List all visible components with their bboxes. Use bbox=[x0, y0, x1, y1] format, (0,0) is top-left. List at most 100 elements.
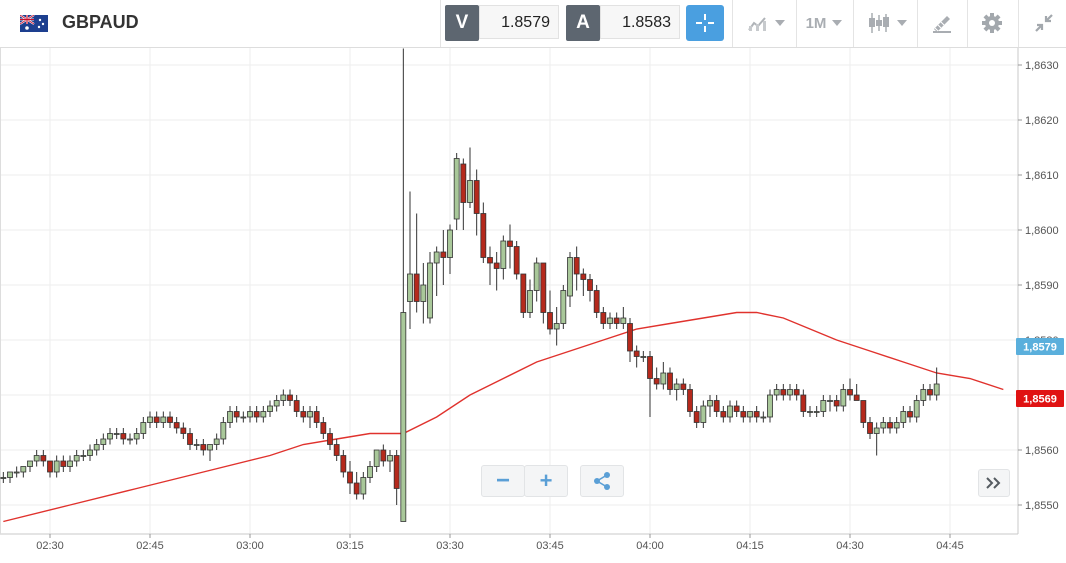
candle-down bbox=[927, 384, 933, 401]
candle-down bbox=[627, 318, 633, 362]
candle-style-button[interactable] bbox=[862, 5, 912, 41]
candle-body bbox=[247, 411, 253, 418]
candle-body bbox=[367, 466, 373, 478]
candle-body bbox=[880, 422, 887, 429]
candle-body bbox=[673, 383, 680, 390]
candle-up bbox=[607, 312, 613, 329]
candle-up bbox=[87, 444, 93, 461]
candle-down bbox=[313, 406, 320, 428]
candle-body bbox=[440, 251, 447, 258]
candle-down bbox=[487, 246, 493, 285]
candle-body bbox=[80, 455, 87, 457]
zoom-out-label: − bbox=[495, 467, 510, 494]
candle-up bbox=[673, 378, 680, 401]
candle-body bbox=[633, 350, 640, 357]
candle-body bbox=[473, 180, 480, 214]
candle-up bbox=[267, 400, 273, 417]
candle-down bbox=[740, 406, 747, 423]
candle-down bbox=[860, 400, 867, 428]
candle-body bbox=[187, 433, 193, 445]
candle-down bbox=[153, 411, 160, 428]
scroll-to-latest-button[interactable] bbox=[978, 469, 1010, 497]
candle-body bbox=[220, 422, 227, 440]
candle-down bbox=[233, 406, 240, 423]
candle-body bbox=[840, 389, 847, 407]
bid-tag: V bbox=[445, 5, 479, 41]
candle-body bbox=[527, 290, 533, 313]
candle-body bbox=[787, 389, 793, 396]
candle-body bbox=[600, 312, 607, 324]
candle-up bbox=[840, 384, 847, 412]
candle-body bbox=[933, 383, 940, 396]
moving-average-layer bbox=[3, 311, 1004, 523]
ask-quote[interactable]: A 1.8583 bbox=[566, 5, 680, 41]
candle-down bbox=[667, 367, 673, 395]
candle-body bbox=[180, 427, 187, 434]
candle-up bbox=[107, 428, 113, 445]
candlestick-icon bbox=[869, 13, 889, 33]
chart-type-button[interactable] bbox=[742, 5, 790, 41]
toolbar-divider bbox=[917, 0, 918, 47]
crosshair-button[interactable] bbox=[686, 5, 724, 41]
bid-quote[interactable]: V 1.8579 bbox=[445, 5, 559, 41]
candle-up bbox=[193, 439, 200, 450]
candle-body bbox=[553, 323, 560, 330]
candle-up bbox=[700, 400, 707, 428]
candle-body bbox=[387, 455, 393, 462]
candle-body bbox=[380, 449, 387, 462]
x-tick-label: 02:45 bbox=[136, 540, 164, 552]
share-button[interactable] bbox=[580, 465, 624, 497]
candle-down bbox=[733, 400, 740, 417]
candle-up bbox=[113, 428, 120, 439]
candle-up bbox=[407, 191, 413, 329]
candle-up bbox=[567, 252, 573, 307]
candle-down bbox=[680, 378, 687, 395]
candle-body bbox=[820, 400, 827, 412]
candle-down bbox=[507, 224, 513, 269]
candle-body bbox=[313, 411, 320, 423]
candle-down bbox=[647, 351, 653, 417]
candle-down bbox=[187, 428, 193, 450]
candle-up bbox=[500, 235, 507, 280]
candle-up bbox=[140, 417, 147, 439]
candle-up bbox=[527, 279, 533, 318]
candle-body bbox=[120, 433, 127, 440]
candle-down bbox=[440, 230, 447, 285]
price-chart[interactable]: 1,85501,85601,85701,85801,85901,86001,86… bbox=[0, 48, 1066, 563]
candle-up bbox=[53, 455, 60, 478]
zoom-in-button[interactable]: + bbox=[524, 465, 568, 497]
candle-down bbox=[780, 384, 787, 401]
candle-down bbox=[393, 450, 400, 505]
candle-down bbox=[327, 428, 333, 450]
candle-body bbox=[853, 394, 860, 401]
drawing-tool-icon bbox=[933, 16, 951, 33]
candle-body bbox=[13, 471, 20, 474]
candle-down bbox=[473, 169, 480, 236]
flag-icon bbox=[20, 15, 48, 32]
drawing-tools-button[interactable] bbox=[922, 5, 962, 41]
candle-body bbox=[87, 449, 93, 456]
candle-body bbox=[740, 411, 747, 418]
zoom-out-button[interactable]: − bbox=[481, 465, 525, 497]
candle-body bbox=[260, 411, 267, 418]
candle-down bbox=[800, 389, 807, 417]
candle-down bbox=[460, 158, 467, 230]
toolbar-divider bbox=[732, 0, 733, 47]
candle-up bbox=[620, 307, 627, 329]
zoom-in-label: + bbox=[539, 468, 553, 493]
timeframe-select[interactable]: 1M bbox=[800, 5, 848, 41]
y-tick-label: 1,8550 bbox=[1025, 500, 1059, 512]
candle-up bbox=[560, 285, 567, 329]
candle-body bbox=[900, 411, 907, 423]
chevron-down-icon bbox=[897, 20, 907, 26]
candle-up bbox=[133, 428, 140, 445]
collapse-button[interactable] bbox=[1024, 5, 1064, 41]
candle-body bbox=[653, 378, 660, 385]
candle-body bbox=[573, 257, 580, 275]
candle-body bbox=[193, 444, 200, 446]
settings-button[interactable] bbox=[972, 5, 1012, 41]
candle-body bbox=[760, 416, 767, 419]
candle-body bbox=[233, 411, 240, 418]
candle-body bbox=[887, 422, 893, 429]
candle-body bbox=[287, 394, 293, 401]
